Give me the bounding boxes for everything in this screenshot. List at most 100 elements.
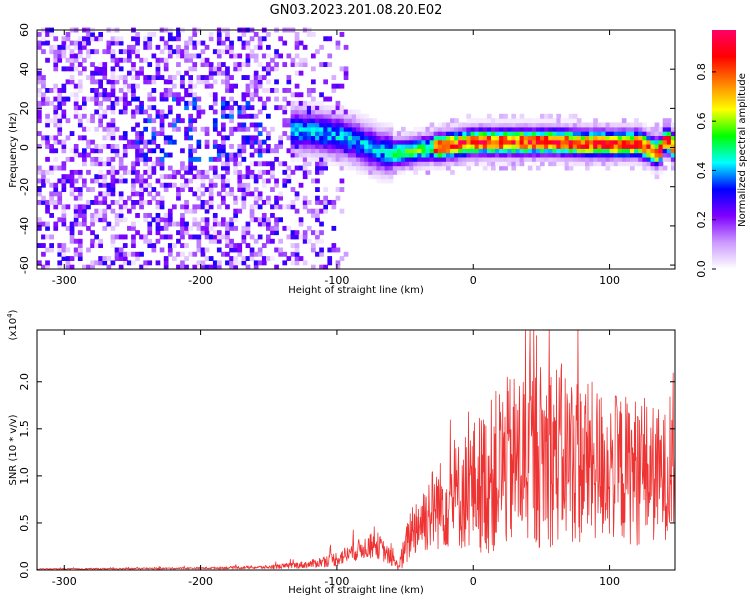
spectrogram-cell (53, 135, 59, 141)
spectrogram-cell (245, 53, 251, 59)
spectrogram-cell (441, 156, 447, 162)
spectrogram-cell (568, 122, 574, 128)
spectrogram-cell (204, 144, 210, 149)
spectrogram-cell (630, 161, 635, 167)
spectrogram-cell (540, 126, 545, 132)
spectrogram-cell (212, 92, 218, 98)
spectrogram-cell (266, 44, 271, 50)
spectrogram-cell (200, 225, 206, 231)
spectrogram-cell (114, 152, 120, 158)
spectrogram-cell (249, 79, 255, 85)
spectrogram-cell (73, 83, 79, 89)
spectrogram-cell (245, 92, 251, 98)
spectrogram-cell (564, 148, 570, 154)
spectrogram-cell (319, 135, 324, 141)
spectrogram-cell (147, 169, 153, 175)
spectrogram-cell (196, 79, 202, 85)
spectrogram-cell (499, 152, 504, 158)
spectrogram-cell (396, 131, 402, 136)
spectrogram-cell (200, 49, 206, 55)
spectrogram-cell (45, 169, 50, 175)
spectrogram-cell (225, 66, 230, 72)
spectrogram-cell (556, 113, 562, 119)
spectrogram-cell (315, 187, 320, 192)
spectrogram-cell (474, 156, 480, 162)
spectrogram-cell (556, 139, 562, 145)
spectrogram-cell (331, 131, 337, 136)
spectrogram-cell (122, 83, 128, 89)
spectrogram-cell (188, 88, 193, 93)
spectrogram-cell (163, 174, 169, 180)
spectrogram-cell (65, 36, 71, 42)
spectrogram-cell (249, 247, 255, 253)
spectrogram-cell (311, 178, 316, 184)
spectrogram-cell (212, 182, 218, 188)
spectrogram-cell (135, 139, 140, 145)
spectrogram-cell (73, 204, 79, 210)
spectrogram-cell (572, 148, 578, 154)
spectrogram-cell (564, 135, 570, 141)
spectrogram-cell (560, 122, 566, 128)
spectrogram-cell (172, 36, 177, 42)
spectrogram-cell (343, 165, 349, 171)
spectrogram-cell (118, 217, 124, 223)
spectrogram-cell (184, 88, 189, 93)
spectrogram-cell (429, 161, 435, 167)
spectrogram-cell (437, 152, 443, 158)
spectrogram-cell (638, 135, 643, 141)
spectrogram-cell (45, 156, 50, 162)
spectrogram-cell (131, 225, 136, 231)
spectrogram-cell (249, 204, 255, 210)
spectrogram-cell (261, 126, 267, 132)
spectrogram-cell (77, 118, 83, 124)
spectrogram-cell (188, 113, 193, 119)
spectrogram-cell (188, 161, 193, 167)
spectrogram-cell (470, 156, 476, 162)
spectrogram-cell (319, 156, 324, 162)
spectrogram-cell (372, 122, 378, 128)
spectrogram-cell (270, 213, 275, 218)
spectrogram-cell (552, 118, 557, 124)
spectrogram-cell (65, 79, 71, 85)
spectrogram-cell (274, 204, 279, 210)
spectrogram-cell (270, 148, 275, 154)
spectrogram-cell (188, 100, 193, 106)
spectrogram-cell (57, 200, 63, 205)
spectrogram-cell (225, 243, 230, 248)
spectrogram-cell (630, 135, 635, 141)
spectrogram-cell (147, 96, 153, 102)
spectrogram-cell (540, 118, 545, 124)
spectrogram-cell (315, 178, 320, 184)
spectrogram-cell (433, 161, 439, 167)
spectrogram-cell (531, 135, 537, 141)
spectrogram-cell (351, 152, 357, 158)
spectrogram-cell (131, 83, 136, 89)
spectrogram-cell (188, 178, 193, 184)
spectrogram-cell (114, 148, 120, 154)
spectrogram-cell (474, 122, 480, 128)
spectrogram-cell (384, 126, 390, 132)
spectrogram-cell (544, 148, 549, 154)
spectrogram-cell (118, 161, 124, 167)
spectrogram-cell (327, 148, 333, 154)
spectrogram-cell (290, 204, 296, 210)
spectrogram-x-ticks: -300 -200 -100 0 100 (52, 30, 620, 287)
spectrogram-cell (188, 169, 193, 175)
spectrogram-cell (143, 264, 148, 270)
spectrogram-cell (474, 139, 480, 145)
snr-x-tick-label: 100 (599, 575, 620, 588)
spectrogram-cell (274, 225, 279, 231)
spectrogram-cell (69, 49, 75, 55)
spectrogram-cell (98, 79, 103, 85)
spectrogram-cell (327, 144, 333, 149)
spectrogram-cell (102, 49, 108, 55)
spectrogram-cell (429, 156, 435, 162)
spectrogram-cell (405, 161, 410, 167)
spectrogram-cell (609, 148, 615, 154)
spectrogram-cell (290, 100, 296, 106)
spectrogram-cell (176, 264, 181, 270)
spectrogram-cell (290, 187, 296, 192)
spectrogram-cell (274, 195, 279, 201)
spectrogram-cell (196, 221, 202, 227)
spectrogram-cell (294, 243, 300, 248)
